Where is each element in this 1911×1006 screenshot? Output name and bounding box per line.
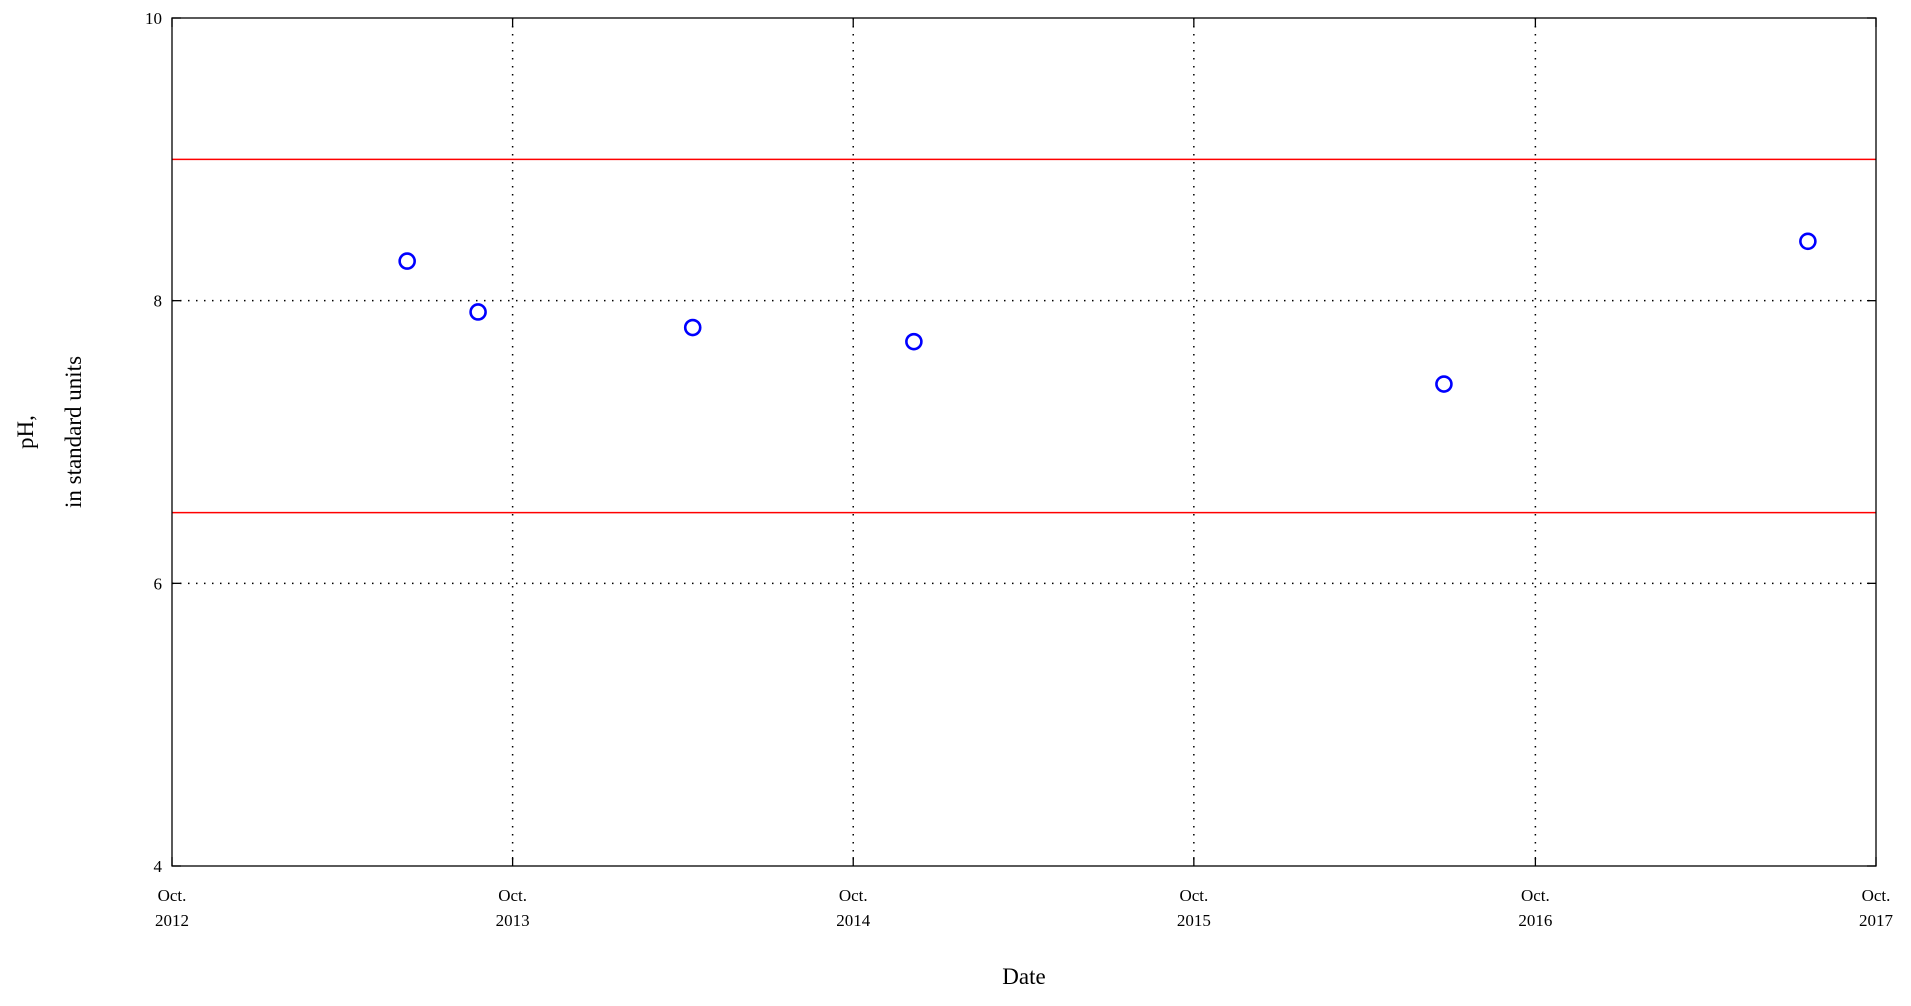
y-tick-label: 10 [145,9,162,28]
data-point [1435,375,1453,393]
y-axis-title-line2: in standard units [61,356,86,508]
x-tick-label: Oct. 2017 [1859,886,1894,930]
reference-lines [172,158,1876,514]
x-tick-label: Oct. 2012 [155,886,189,930]
x-tick-label: Oct. 2015 [1177,886,1211,930]
y-tick-label: 8 [154,292,163,311]
y-tick-labels: 4 6 8 10 [145,9,163,876]
data-points [398,232,1817,393]
data-point [469,303,487,321]
data-point [683,318,702,337]
x-tick-labels: Oct. 2012 Oct. 2013 Oct. 2014 Oct. 2015 Oct. 2016… [155,886,1894,930]
plot-frame [171,17,1877,867]
x-tick-label: Oct. 2014 [836,886,871,930]
data-point [1799,232,1817,251]
x-axis-title: Date [1002,964,1045,989]
x-tick-label: Oct. 2016 [1518,886,1552,930]
data-point [398,252,416,270]
y-tick-label: 6 [154,574,163,593]
grid [172,18,1876,866]
x-tick-label: Oct. 2013 [496,886,530,930]
axis-ticks [171,17,1877,867]
data-point [905,332,923,351]
y-axis-title-line1: pH, [13,415,38,449]
y-tick-label: 4 [154,857,163,876]
